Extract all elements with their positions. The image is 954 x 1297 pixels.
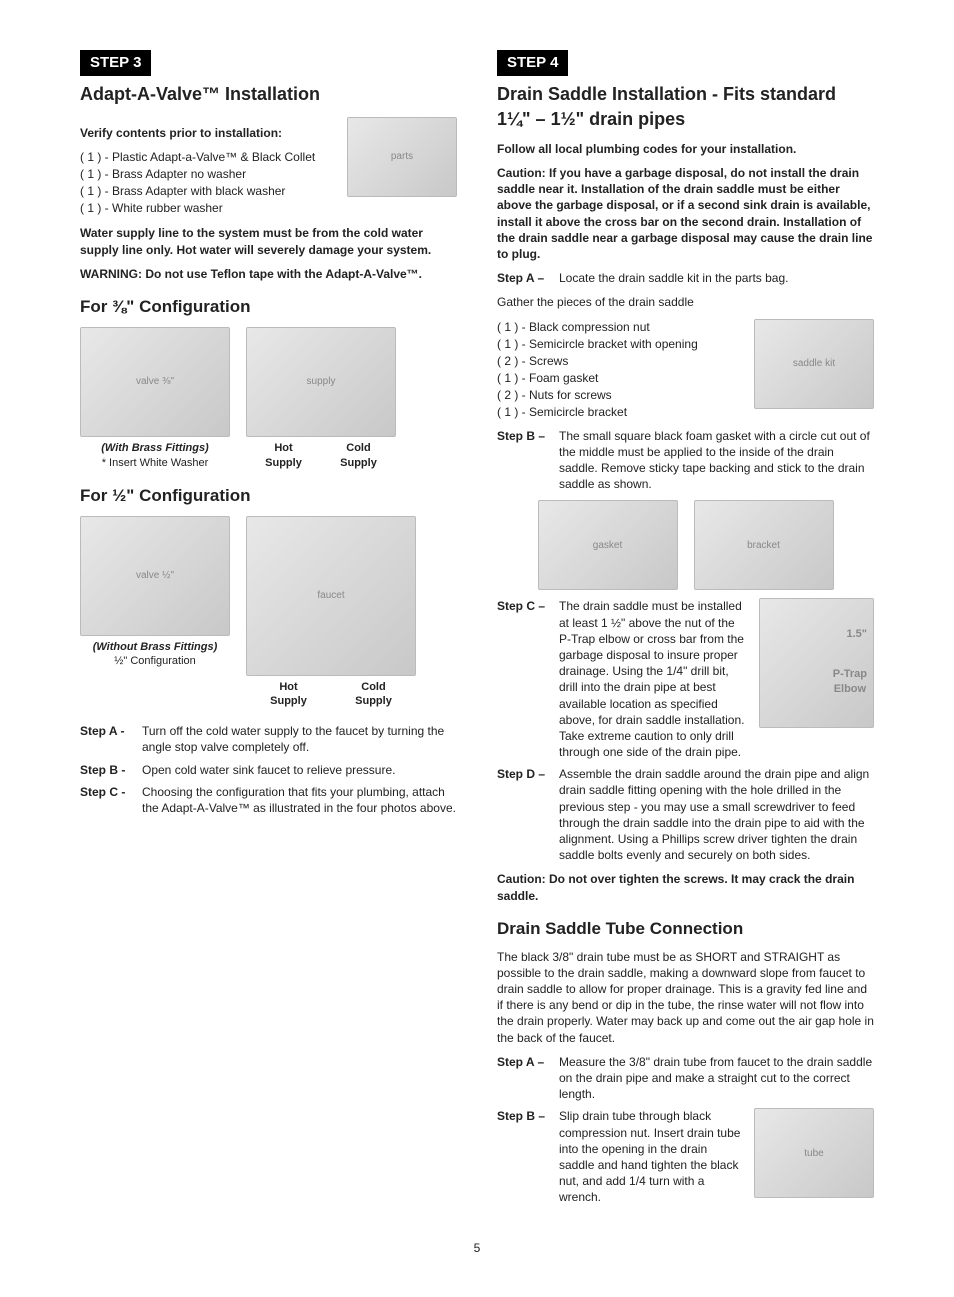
right-column: STEP 4 Drain Saddle Installation - Fits … xyxy=(497,50,874,1212)
step-label: Step C - xyxy=(80,784,142,816)
step4-title: Drain Saddle Installation - Fits standar… xyxy=(497,82,874,131)
gasket-photo-2: bracket xyxy=(694,500,834,590)
list-item: ( 1 ) - Brass Adapter with black washer xyxy=(80,183,335,199)
step3-badge: STEP 3 xyxy=(80,50,151,76)
overtighten-caution: Caution: Do not over tighten the screws.… xyxy=(497,871,874,903)
step-label: Step A - xyxy=(80,723,142,755)
hot-supply-label: Hot Supply xyxy=(265,441,302,471)
step-text: Assemble the drain saddle around the dra… xyxy=(559,766,874,863)
fig-12-valve: valve ½" xyxy=(80,516,230,636)
step-text: Choosing the configuration that fits you… xyxy=(142,784,457,816)
page-columns: STEP 3 Adapt-A-Valve™ Installation Verif… xyxy=(80,50,874,1212)
left-step-c: Step C - Choosing the configuration that… xyxy=(80,784,457,816)
step-text: Turn off the cold water supply to the fa… xyxy=(142,723,457,755)
right-step-b: Step B – The small square black foam gas… xyxy=(497,428,874,493)
saddle-parts-photo: saddle kit xyxy=(754,319,874,409)
step-label: Step B – xyxy=(497,428,559,493)
fig-12-caption-ital: (Without Brass Fittings) xyxy=(93,641,218,653)
cold-water-warning: Water supply line to the system must be … xyxy=(80,225,457,257)
left-column: STEP 3 Adapt-A-Valve™ Installation Verif… xyxy=(80,50,457,1212)
right-step-c: Step C – 1.5" P-Trap Elbow The drain sad… xyxy=(497,598,874,760)
fig-12-caption: (Without Brass Fittings) ½" Configuratio… xyxy=(80,640,230,670)
list-item: ( 1 ) - White rubber washer xyxy=(80,200,335,216)
verify-heading: Verify contents prior to installation: xyxy=(80,125,335,141)
left-step-b: Step B - Open cold water sink faucet to … xyxy=(80,762,457,778)
tube-step-a: Step A – Measure the 3/8" drain tube fro… xyxy=(497,1054,874,1103)
supply-labels-12: Hot Supply Cold Supply xyxy=(246,680,416,710)
ptrap-elbow-label: P-Trap Elbow xyxy=(833,667,867,697)
cold-supply-label: Cold Supply xyxy=(355,680,392,710)
tube-connection-photo: tube xyxy=(754,1108,874,1198)
step-label: Step D – xyxy=(497,766,559,863)
step-text: Locate the drain saddle kit in the parts… xyxy=(559,270,874,286)
fig-38-caption-ital: (With Brass Fittings) xyxy=(101,442,208,454)
step-label: Step B – xyxy=(497,1108,559,1206)
step-text: Open cold water sink faucet to relieve p… xyxy=(142,762,457,778)
hot-supply-label: Hot Supply xyxy=(270,680,307,710)
fig-38-caption: (With Brass Fittings) * Insert White Was… xyxy=(80,441,230,471)
right-step-a: Step A – Locate the drain saddle kit in … xyxy=(497,270,874,286)
left-step-a: Step A - Turn off the cold water supply … xyxy=(80,723,457,755)
fig-38-supply: supply xyxy=(246,327,396,437)
config-38-heading: For ⅜" Configuration xyxy=(80,296,457,319)
step-text: The drain saddle must be installed at le… xyxy=(559,599,744,759)
fig-12-caption-sub: ½" Configuration xyxy=(114,655,196,667)
step-text: The small square black foam gasket with … xyxy=(559,428,874,493)
step-text-wrap: 1.5" P-Trap Elbow The drain saddle must … xyxy=(559,598,874,760)
tube-step-b: Step B – tube Slip drain tube through bl… xyxy=(497,1108,874,1206)
step4-badge: STEP 4 xyxy=(497,50,568,76)
step-label: Step C – xyxy=(497,598,559,760)
tube-connection-heading: Drain Saddle Tube Connection xyxy=(497,918,874,941)
step-label: Step B - xyxy=(80,762,142,778)
step-text: Slip drain tube through black compressio… xyxy=(559,1109,740,1204)
step3-title: Adapt-A-Valve™ Installation xyxy=(80,82,457,106)
right-step-d: Step D – Assemble the drain saddle aroun… xyxy=(497,766,874,863)
fig-38-caption-sub: * Insert White Washer xyxy=(102,457,209,469)
tube-connection-para: The black 3/8" drain tube must be as SHO… xyxy=(497,949,874,1046)
list-item: ( 1 ) - Plastic Adapt-a-Valve™ & Black C… xyxy=(80,149,335,165)
step-text-wrap: tube Slip drain tube through black compr… xyxy=(559,1108,874,1206)
ptrap-diagram: 1.5" P-Trap Elbow xyxy=(759,598,874,728)
gather-line: Gather the pieces of the drain saddle xyxy=(497,294,874,310)
list-item: ( 1 ) - Brass Adapter no washer xyxy=(80,166,335,182)
teflon-warning: WARNING: Do not use Teflon tape with the… xyxy=(80,266,457,282)
step-label: Step A – xyxy=(497,1054,559,1103)
fig-38-valve: valve ⅜" xyxy=(80,327,230,437)
gasket-photo-1: gasket xyxy=(538,500,678,590)
ptrap-dim-label: 1.5" xyxy=(846,627,867,642)
follow-codes: Follow all local plumbing codes for your… xyxy=(497,141,874,157)
parts-list-left: ( 1 ) - Plastic Adapt-a-Valve™ & Black C… xyxy=(80,149,335,217)
fig-12-supply: faucet xyxy=(246,516,416,676)
disposal-caution: Caution: If you have a garbage disposal,… xyxy=(497,165,874,262)
step-label: Step A – xyxy=(497,270,559,286)
cold-supply-label: Cold Supply xyxy=(340,441,377,471)
parts-photo-left: parts xyxy=(347,117,457,197)
step-text: Measure the 3/8" drain tube from faucet … xyxy=(559,1054,874,1103)
page-number: 5 xyxy=(80,1240,874,1256)
config-12-heading: For ½" Configuration xyxy=(80,485,457,508)
supply-labels-38: Hot Supply Cold Supply xyxy=(246,441,396,471)
